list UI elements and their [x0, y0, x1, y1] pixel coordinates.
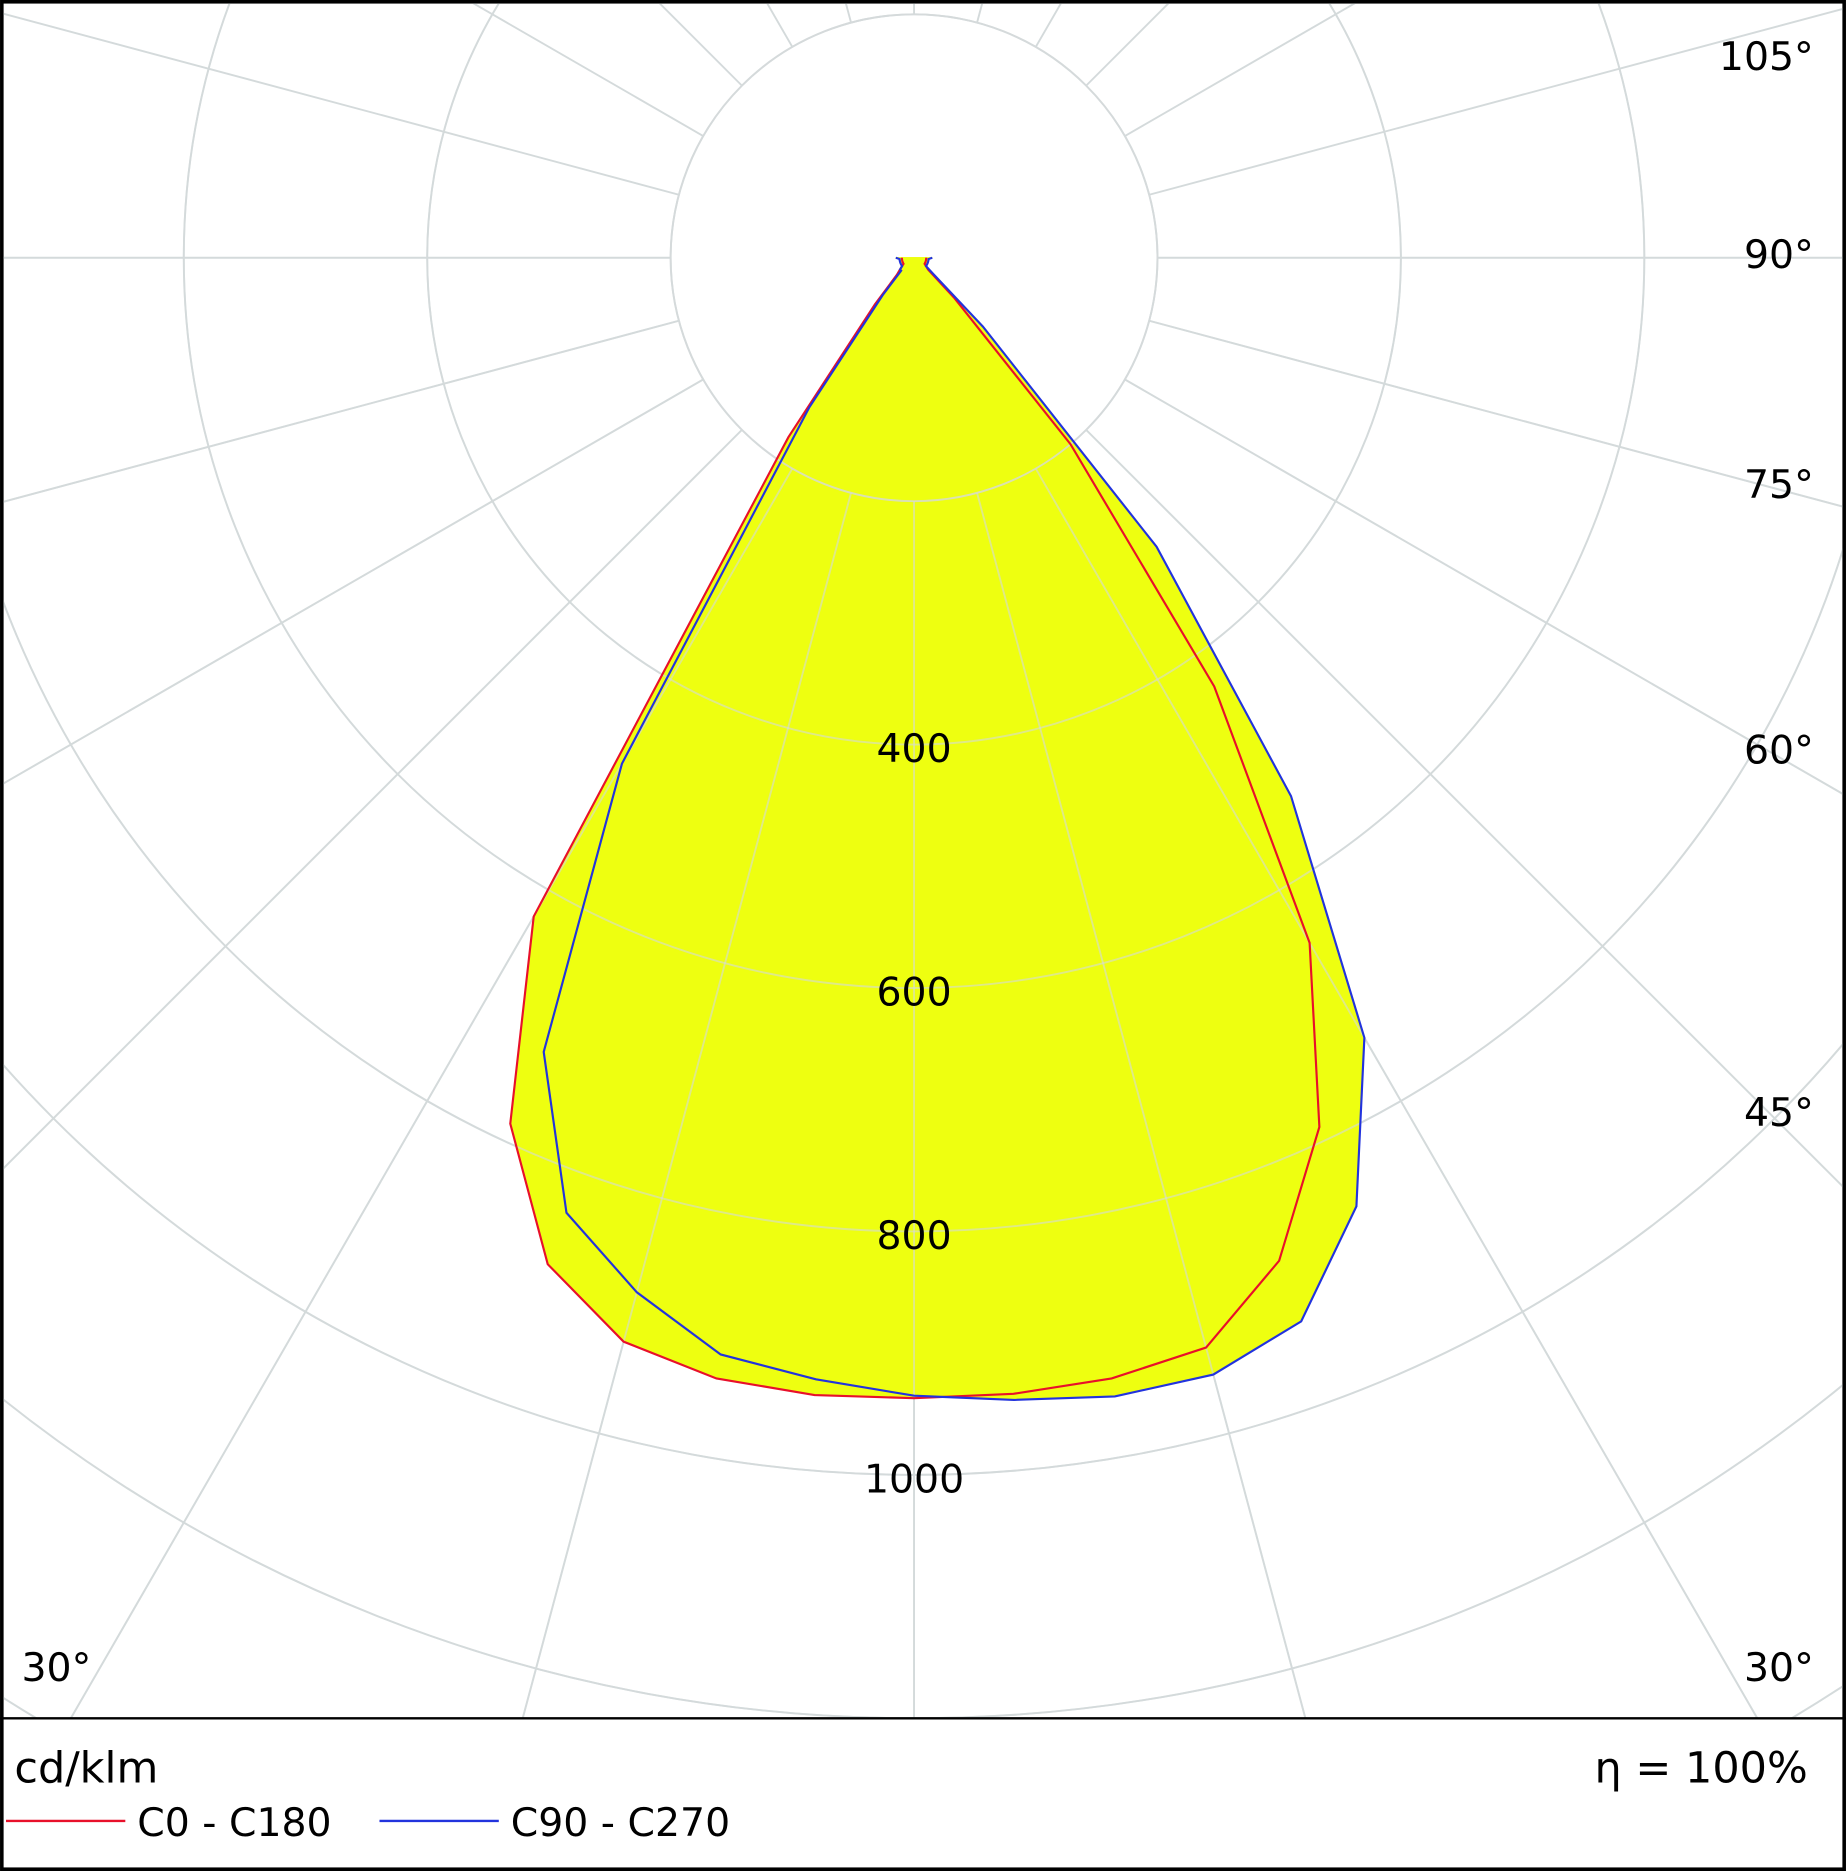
grid-ring: [3, 1043, 1843, 1476]
angle-tick-label: 105°: [1719, 34, 1814, 80]
series-line: [542, 256, 1366, 1401]
angle-tick-label: 30°: [1744, 1645, 1814, 1691]
angle-tick-label: 60°: [1744, 728, 1814, 774]
legend-label: C0 - C180: [137, 1800, 331, 1846]
grid-ring: [3, 547, 1843, 1233]
grid-ring: [426, 3, 1402, 746]
radial-grid-line: [3, 319, 680, 503]
angle-tick-label: 45°: [1744, 1090, 1814, 1136]
legend: C0 - C180 C90 - C270: [5, 1800, 730, 1846]
angle-tick-label: 30°: [22, 1645, 92, 1691]
radial-grid-line: [1085, 429, 1843, 1188]
efficiency: η = 100%: [1595, 1743, 1808, 1793]
radial-grid-line: [1124, 378, 1843, 795]
r-tick-label: 1000: [864, 1457, 964, 1503]
radial-grid-line: [1148, 8, 1843, 196]
series-line: [509, 257, 1321, 1400]
r-tick-label: 600: [876, 970, 951, 1016]
legend-label: C90 - C270: [511, 1800, 730, 1846]
radial-grid-line: [976, 492, 1307, 1719]
radial-grid-line: [3, 378, 704, 785]
radial-grid-line: [3, 429, 743, 1170]
radial-grid-line: [521, 492, 852, 1719]
r-tick-label: 400: [876, 726, 951, 772]
angle-tick-label: 75°: [1744, 462, 1814, 508]
angle-tick-label: 90°: [1744, 232, 1814, 278]
unit-label: cd/klm: [14, 1743, 158, 1793]
radial-grid-line: [3, 12, 680, 196]
radial-grid-line: [69, 468, 794, 1719]
radial-grid-line: [1034, 468, 1759, 1719]
grid-ring: [183, 3, 1646, 989]
radial-grid-line: [1148, 319, 1843, 508]
r-tick-label: 800: [876, 1213, 951, 1259]
